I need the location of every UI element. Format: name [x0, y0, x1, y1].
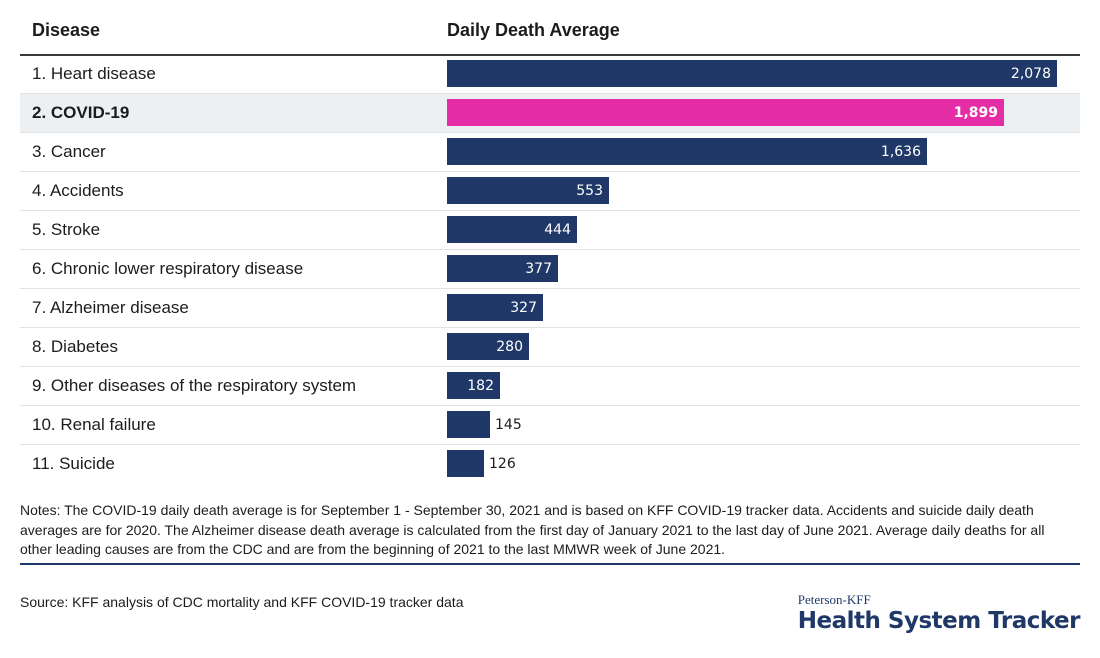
- bar: [447, 294, 543, 321]
- disease-label: 1. Heart disease: [32, 64, 156, 83]
- brand-logo-top: Peterson-KFF: [797, 592, 871, 607]
- bar: [447, 333, 529, 360]
- value-label: 126: [489, 456, 516, 472]
- table-row: 3. Cancer 1,636: [20, 133, 1080, 172]
- table-row: 8. Diabetes 280: [20, 328, 1080, 367]
- disease-label: 6. Chronic lower respiratory disease: [32, 259, 304, 278]
- daily-death-average-column-header: Daily Death Average: [447, 20, 620, 40]
- value-label: 553: [576, 183, 603, 199]
- footer-divider: [20, 563, 1080, 565]
- disease-label: 8. Diabetes: [32, 337, 118, 356]
- disease-label: 11. Suicide: [32, 454, 115, 473]
- table-row: 7. Alzheimer disease 327: [20, 289, 1080, 328]
- value-label: 377: [525, 261, 552, 277]
- disease-label: 10. Renal failure: [32, 415, 156, 434]
- bar: [447, 216, 577, 243]
- brand-logo: Peterson-KFF Health System Tracker: [797, 592, 1081, 634]
- bar: [447, 60, 1057, 87]
- bar: [447, 450, 484, 477]
- table-row: 6. Chronic lower respiratory disease 377: [20, 250, 1080, 289]
- bar-chart: 1. Heart disease 2,078 2. COVID-19 1,899 3. …: [20, 55, 1080, 483]
- value-label: 327: [510, 300, 537, 316]
- value-label: 145: [495, 417, 522, 433]
- table-row: 10. Renal failure 145: [20, 406, 1080, 445]
- value-label: 1,899: [953, 105, 998, 121]
- bar: [447, 255, 558, 282]
- brand-logo-main: Health System Tracker: [797, 608, 1081, 634]
- table-row: 11. Suicide 126: [20, 445, 1080, 483]
- bar: [447, 411, 490, 438]
- table-row: 9. Other diseases of the respiratory sys…: [20, 367, 1080, 406]
- table-row: 2. COVID-19 1,899: [20, 94, 1080, 133]
- table-row: 4. Accidents 553: [20, 172, 1080, 211]
- value-label: 2,078: [1010, 66, 1051, 82]
- table-row: 5. Stroke 444: [20, 211, 1080, 250]
- disease-label: 4. Accidents: [32, 181, 124, 200]
- disease-label: 3. Cancer: [32, 142, 106, 161]
- table-header: Disease Daily Death Average: [20, 0, 1080, 56]
- chart-notes: Notes: The COVID-19 daily death average …: [20, 502, 1045, 557]
- disease-label: 5. Stroke: [32, 220, 101, 239]
- value-label: 280: [496, 339, 523, 355]
- disease-label: 2. COVID-19: [32, 103, 130, 122]
- value-label: 444: [544, 222, 571, 238]
- disease-label: 9. Other diseases of the respiratory sys…: [32, 376, 357, 395]
- value-label: 182: [467, 378, 494, 394]
- disease-label: 7. Alzheimer disease: [32, 298, 189, 317]
- table-row: 1. Heart disease 2,078: [20, 55, 1080, 94]
- disease-column-header: Disease: [32, 20, 101, 40]
- bar: [447, 99, 1004, 126]
- value-label: 1,636: [880, 144, 921, 160]
- bar: [447, 177, 609, 204]
- chart-source: Source: KFF analysis of CDC mortality an…: [20, 594, 464, 610]
- bar: [447, 138, 927, 165]
- bar: [447, 372, 500, 399]
